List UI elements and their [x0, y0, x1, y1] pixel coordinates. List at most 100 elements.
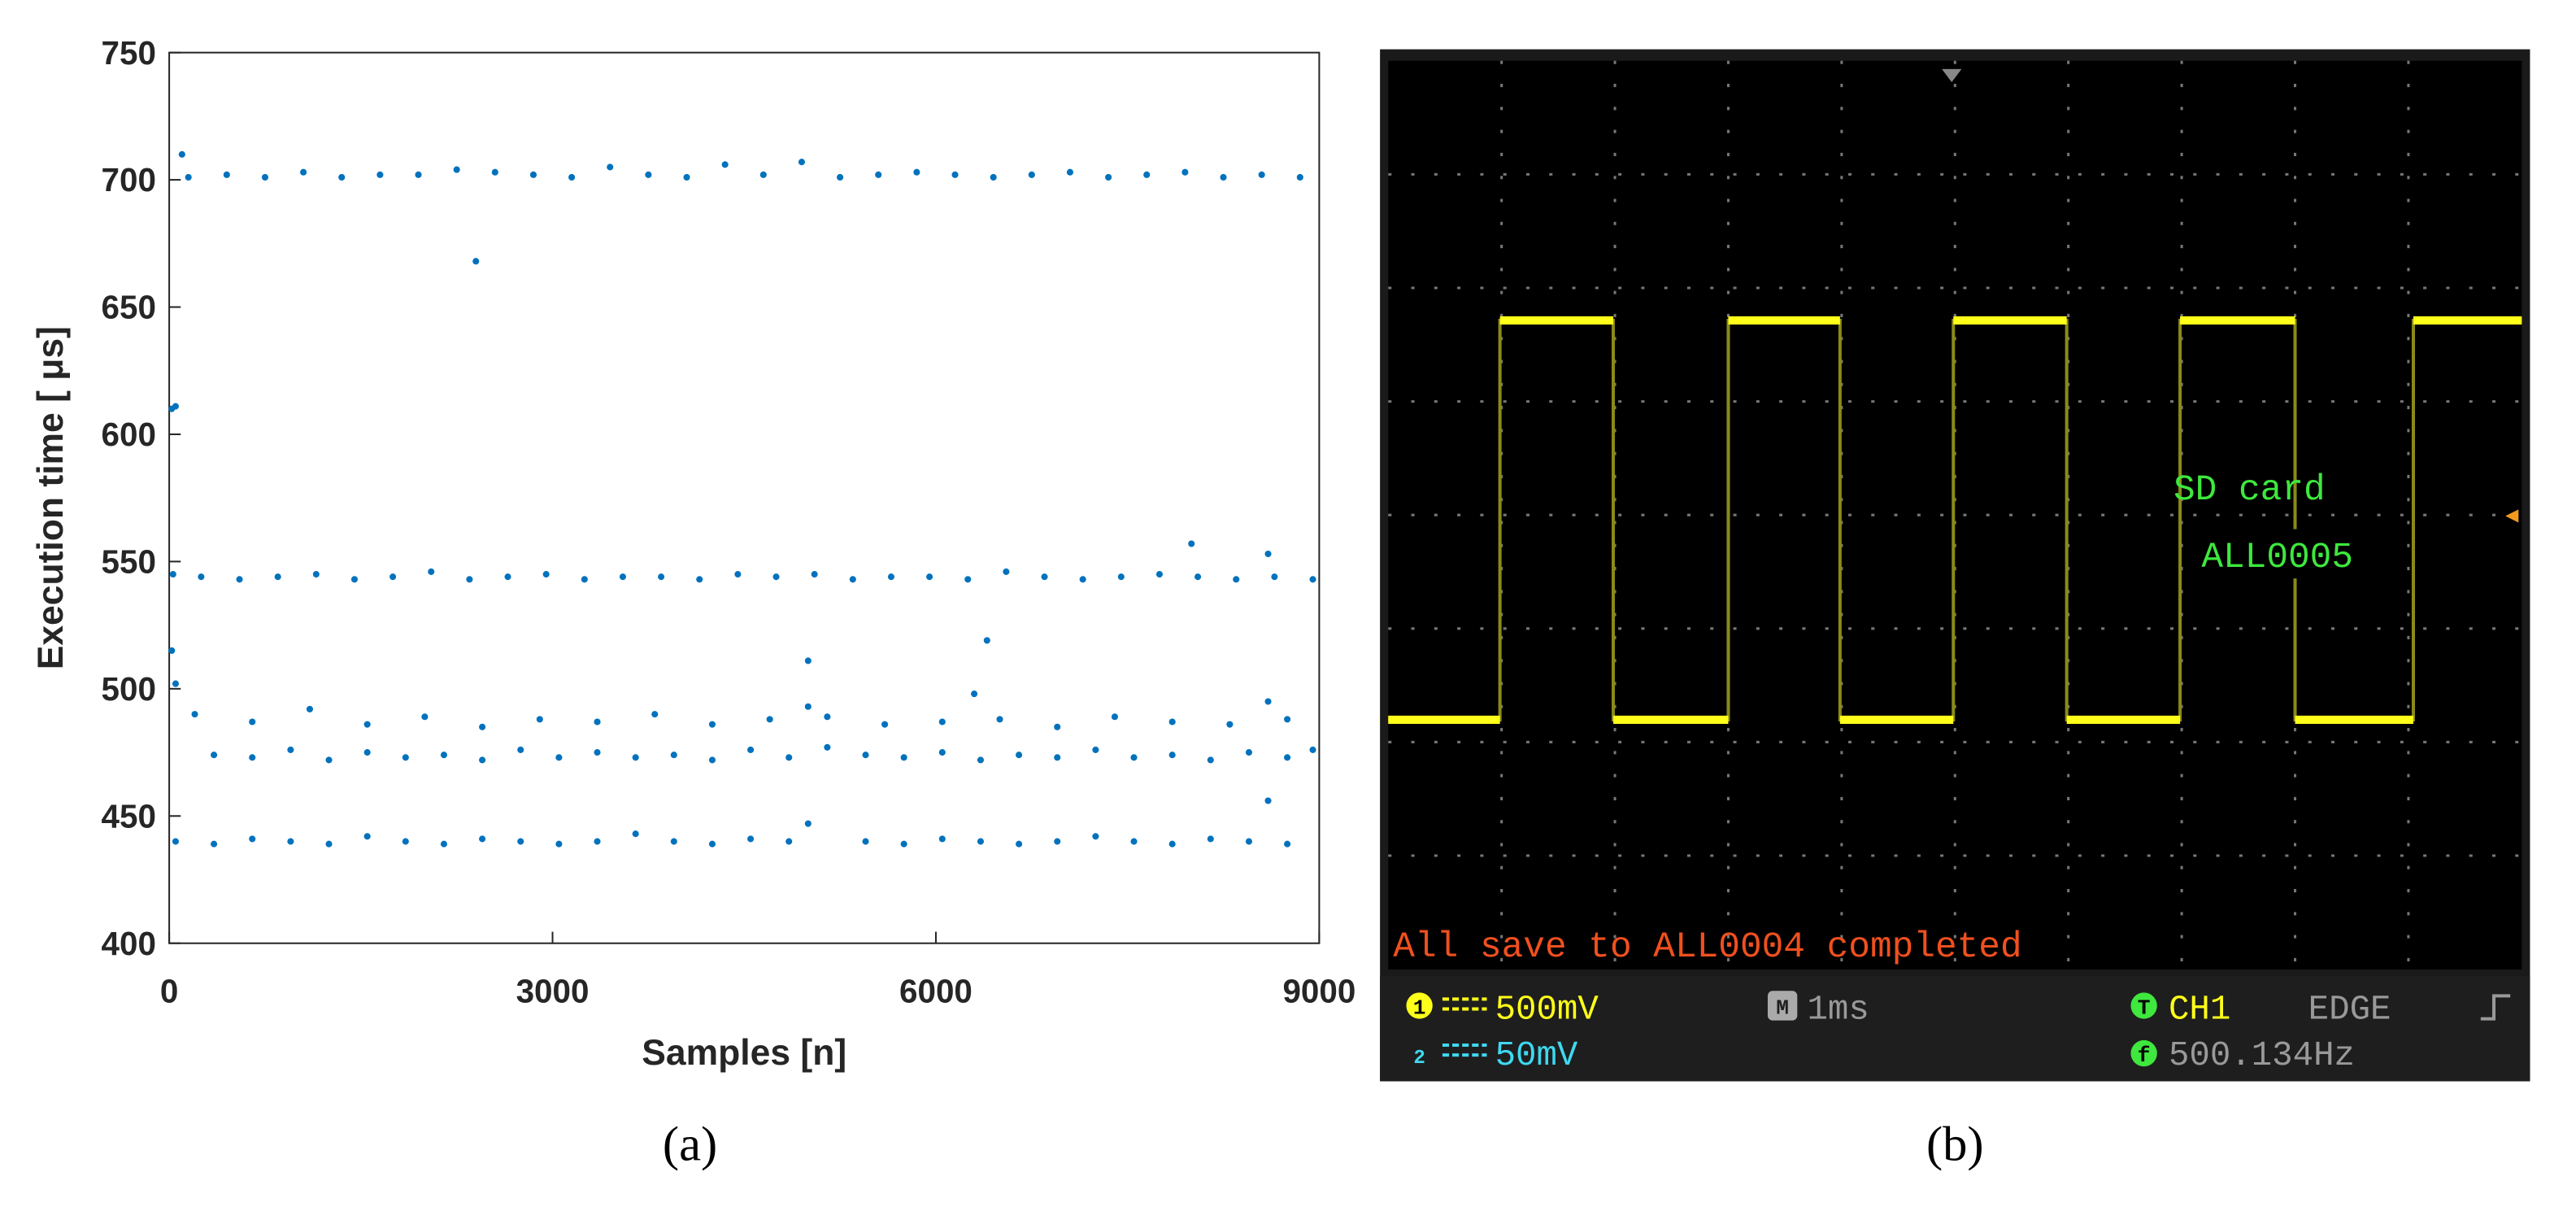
scatter-panel: Samples [n] Execution time [ μs] 400 450 5… — [31, 34, 1356, 1073]
data-point — [363, 721, 371, 728]
frequency-icon — [2130, 1039, 2157, 1067]
data-point — [1296, 173, 1303, 181]
data-point — [169, 571, 176, 578]
data-point — [759, 171, 767, 178]
data-point — [172, 838, 179, 845]
data-point — [581, 576, 588, 583]
data-point — [1054, 838, 1061, 845]
data-point — [1066, 168, 1073, 176]
data-point — [1284, 754, 1291, 761]
trigger-mode: EDGE — [2308, 991, 2391, 1030]
status-bar — [1380, 976, 2530, 1082]
data-point — [555, 840, 563, 848]
dc-coupling-symbol — [1442, 1043, 1487, 1057]
data-point — [325, 840, 333, 848]
data-point — [926, 573, 933, 581]
data-point — [862, 838, 869, 845]
oscilloscope-screenshot: SD card ALL0005 All save to ALL0004 comp… — [1380, 49, 2530, 1082]
frequency-icon-label: f — [2138, 1044, 2151, 1068]
trigger-icon-label: T — [2138, 996, 2151, 1021]
data-point — [804, 820, 812, 827]
data-point — [645, 171, 652, 178]
data-point — [1054, 723, 1061, 730]
data-point — [971, 691, 978, 698]
overlay-text: ALL0005 — [2201, 538, 2353, 578]
data-point — [747, 835, 755, 843]
data-point — [887, 573, 894, 581]
data-point — [363, 749, 371, 756]
data-point — [440, 752, 447, 759]
data-point — [1117, 573, 1125, 581]
y-tick-label: 500 — [102, 670, 156, 708]
data-point — [875, 171, 882, 178]
data-point — [249, 754, 256, 761]
data-point — [350, 576, 358, 583]
data-point — [1003, 568, 1010, 575]
data-point — [1054, 754, 1061, 761]
axes-box — [168, 51, 1321, 944]
data-point — [542, 571, 550, 578]
timebase-icon-label: M — [1776, 996, 1789, 1021]
data-point — [651, 711, 659, 718]
data-point — [491, 168, 498, 176]
caption-b: (b) — [1926, 1117, 1984, 1171]
data-point — [1309, 746, 1316, 753]
data-point — [536, 716, 543, 723]
data-point — [517, 746, 524, 753]
trigger-source: CH1 — [2169, 991, 2230, 1030]
data-point — [312, 571, 320, 578]
data-point — [402, 838, 409, 845]
data-point — [849, 576, 856, 583]
data-point — [1226, 721, 1234, 728]
data-point — [990, 173, 997, 181]
data-point — [683, 173, 690, 181]
data-point — [1207, 835, 1214, 843]
caption-a: (a) — [663, 1117, 717, 1171]
data-point — [824, 743, 831, 751]
data-point — [721, 161, 729, 168]
data-point — [517, 838, 524, 845]
data-point — [824, 713, 831, 721]
scope-grid — [1388, 60, 2522, 970]
data-point — [453, 166, 460, 173]
data-point — [402, 754, 409, 761]
overlay-text: SD card — [2174, 470, 2326, 511]
data-point — [1016, 752, 1023, 759]
x-tick-label: 3000 — [516, 972, 590, 1009]
data-point — [772, 573, 780, 581]
ch1-scale: 500mV — [1495, 991, 1599, 1030]
y-tick-label: 450 — [102, 797, 156, 834]
data-point — [632, 830, 639, 838]
x-tick-label: 0 — [160, 972, 178, 1009]
data-point — [1271, 573, 1278, 581]
data-point — [1220, 173, 1227, 181]
data-point — [555, 754, 563, 761]
data-point — [1258, 171, 1265, 178]
data-point — [1207, 756, 1214, 764]
data-point — [951, 171, 959, 178]
overlay-box — [2191, 529, 2395, 579]
trigger-level-marker — [2505, 509, 2519, 523]
data-point — [568, 173, 576, 181]
data-point — [996, 716, 1003, 723]
y-tick-label: 700 — [102, 161, 156, 198]
data-point — [1181, 168, 1189, 176]
data-point — [440, 840, 447, 848]
data-point — [300, 168, 307, 176]
data-point — [594, 718, 601, 726]
data-point — [479, 835, 486, 843]
timebase-icon — [1767, 991, 1798, 1021]
data-point — [785, 838, 793, 845]
waveform-levels — [1388, 316, 2522, 724]
data-point — [734, 571, 742, 578]
data-point — [708, 840, 716, 848]
data-point — [185, 173, 192, 181]
data-point — [670, 838, 677, 845]
data-point — [708, 721, 716, 728]
data-point — [261, 173, 268, 181]
ch1-icon-label: 1 — [1413, 996, 1426, 1021]
data-point — [211, 840, 218, 848]
data-point — [594, 838, 601, 845]
data-point — [964, 576, 972, 583]
data-point — [1188, 540, 1195, 547]
